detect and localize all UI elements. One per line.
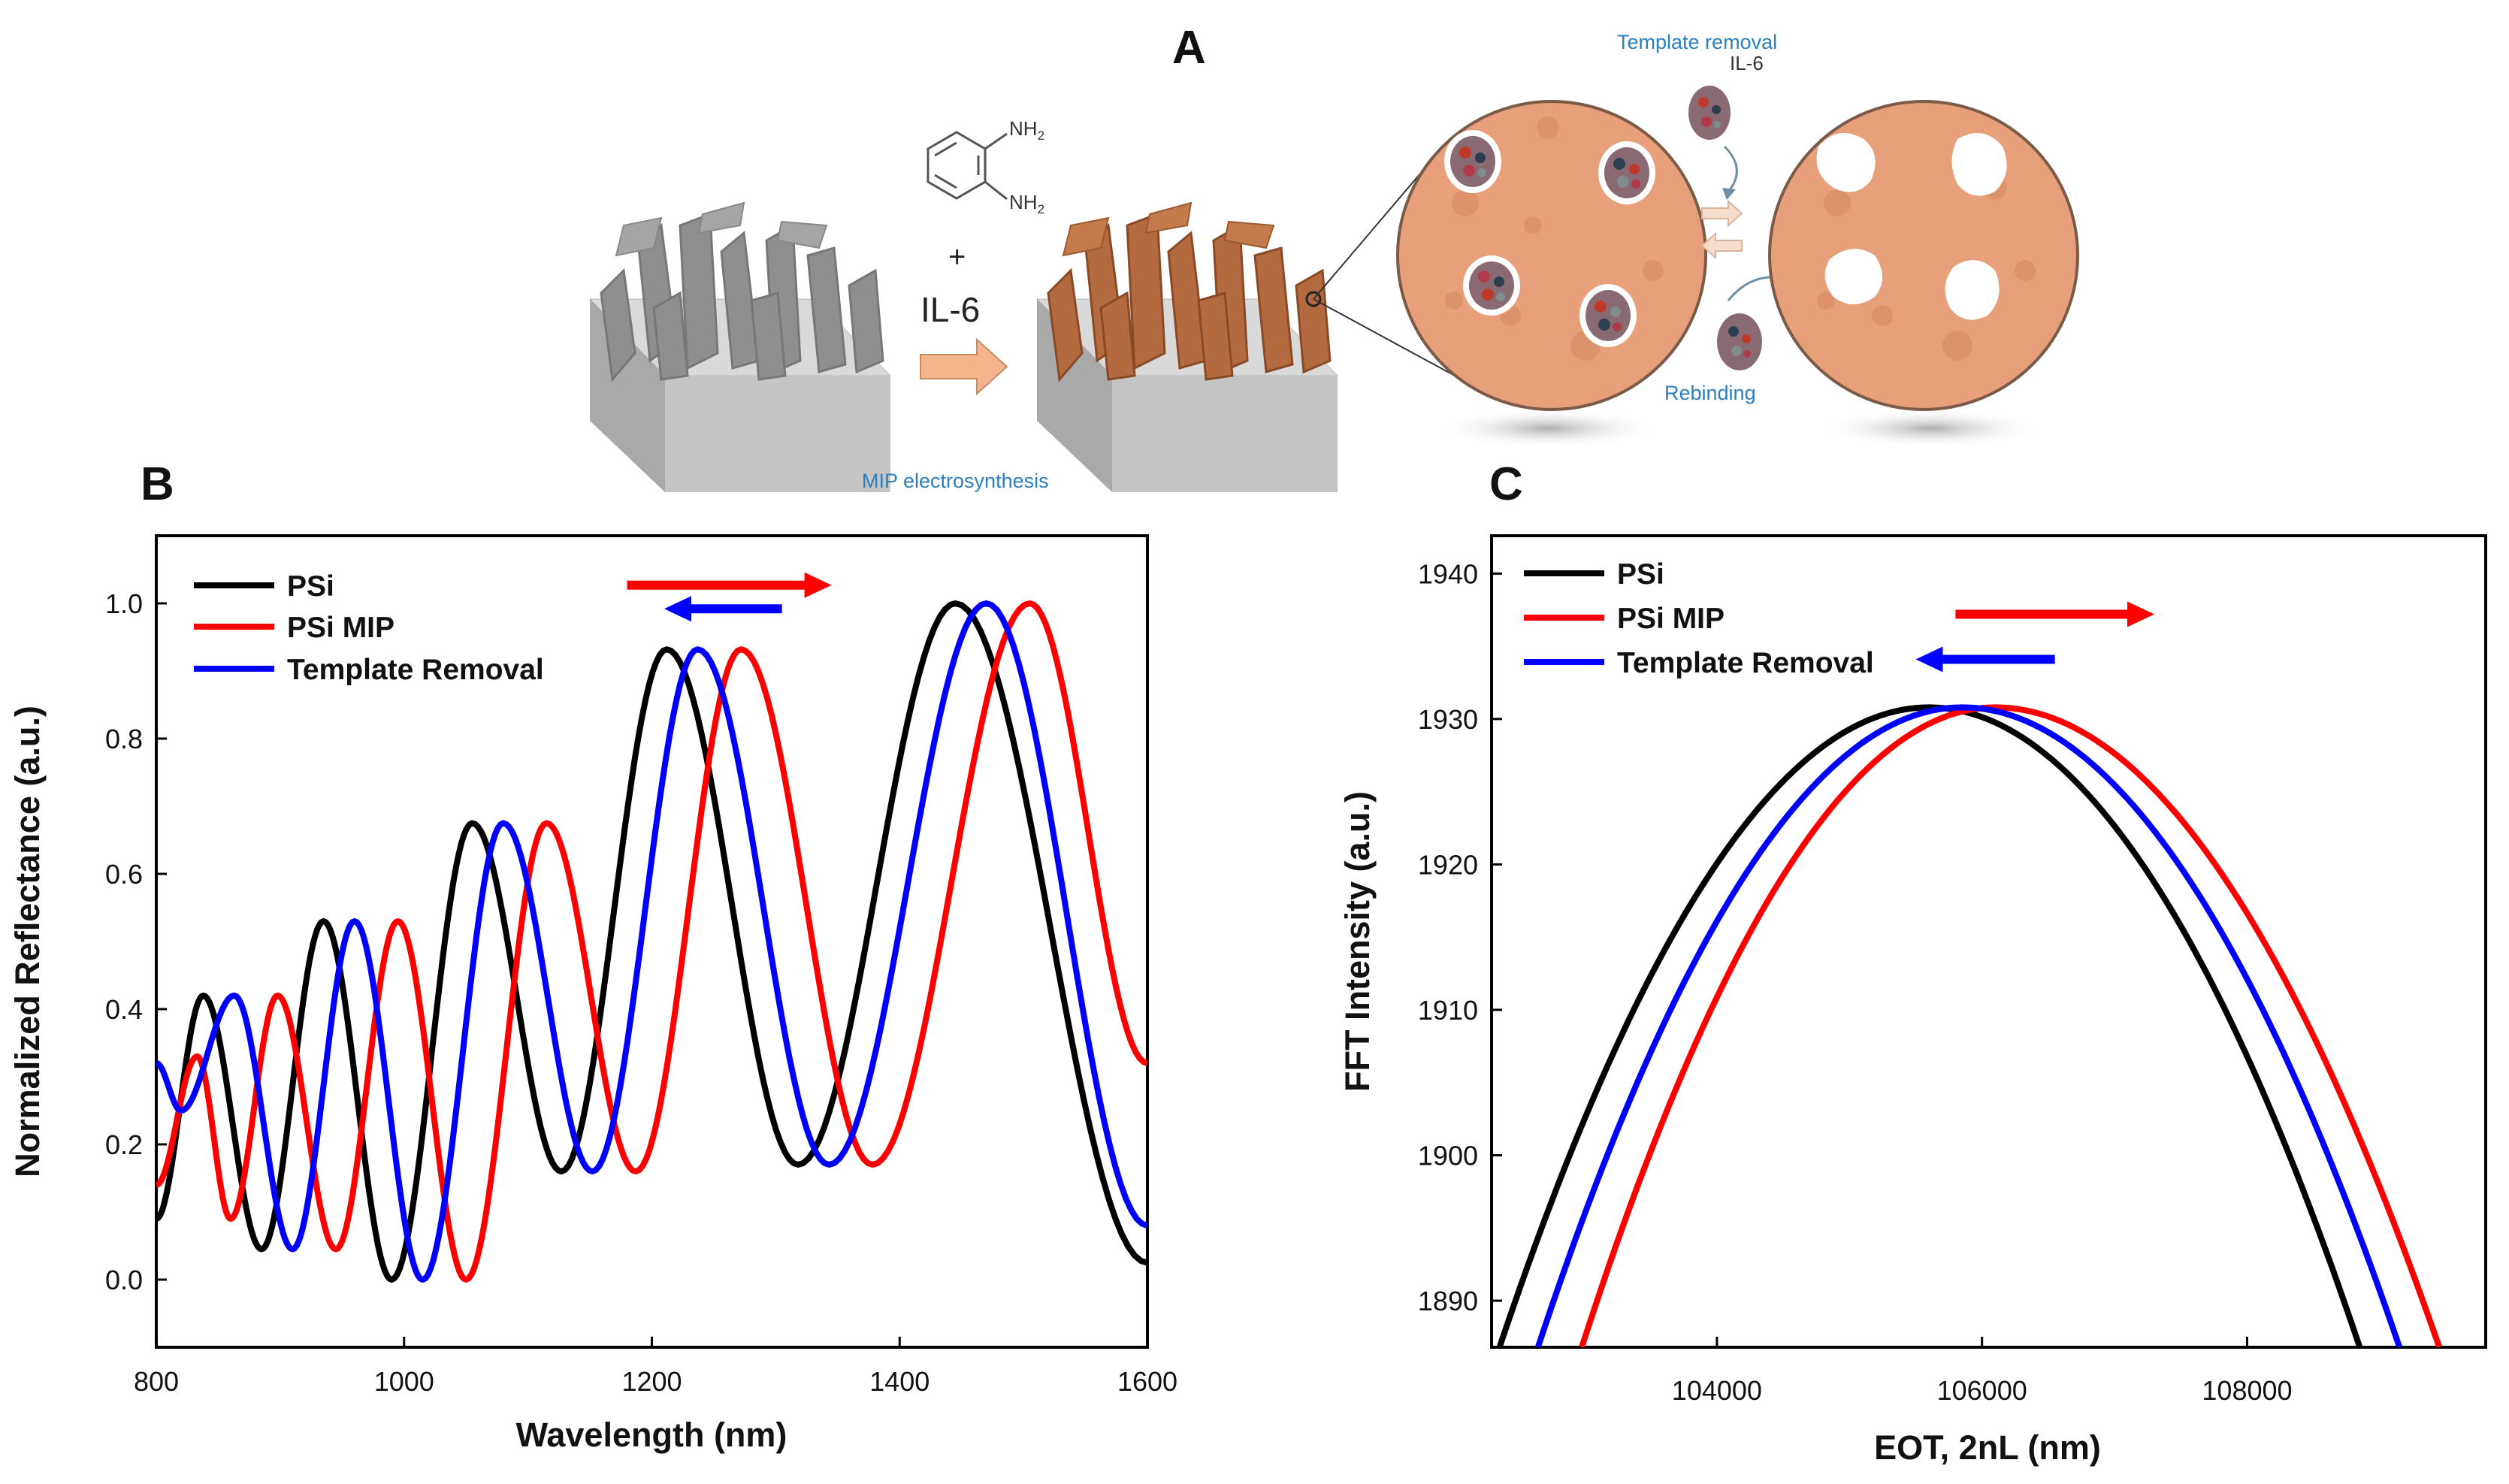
rebinding-label: Rebinding (1664, 382, 1756, 404)
series-c-0-line (1496, 704, 2363, 1347)
plot-b-xtick-label: 1000 (374, 1366, 434, 1397)
plot-b-xtick-label: 800 (134, 1366, 179, 1397)
plot-b-legend: PSi PSi MIP Template Removal (194, 570, 544, 686)
plot-c-ytick-label: 1940 (1418, 558, 1478, 589)
plot-c-xlabel: EOT, 2nL (nm) (1874, 1428, 2101, 1467)
plot-b-series (156, 600, 1147, 1283)
panel-a-letter: A (1172, 22, 1206, 74)
series-b-1-line (156, 600, 1147, 1283)
series-b-2-line (156, 600, 1147, 1283)
panel-c-chart: C 104000 106000 108000 1890 1900 1910 1920 1930… (1338, 458, 2487, 1467)
shadow-right (1818, 409, 2044, 448)
plot-b-shift-arrows (627, 572, 832, 622)
legend-b-psi-label: PSi (287, 570, 334, 603)
amine-top-label: NH2 (1009, 117, 1044, 143)
amine-bottom-label: NH2 (1009, 191, 1044, 216)
series-c-1-line (1579, 704, 2443, 1347)
plot-b-ytick-label: 0.4 (105, 994, 143, 1025)
plot-c-ylabel: FFT Intensity (a.u.) (1338, 791, 1377, 1092)
plot-b-ytick-label: 0.0 (105, 1265, 143, 1295)
zoom-marker (1305, 291, 1322, 307)
plot-c-ticks: 104000 106000 108000 1890 1900 1910 1920 1930 19… (1418, 558, 2293, 1406)
il6-small-label: IL-6 (1730, 52, 1764, 74)
empty-cavities (1816, 133, 2007, 320)
plot-c-frame (1490, 534, 2487, 1349)
legend-b-template-label: Template Removal (287, 654, 544, 686)
panel-a-schematic: A (588, 22, 2079, 492)
plot-c-xtick-label: 106000 (1937, 1375, 2027, 1406)
plot-b-ytick-label: 1.0 (105, 588, 143, 619)
plot-c-ytick-label: 1910 (1418, 995, 1478, 1026)
porous-silicon-block (588, 201, 892, 492)
plot-b-ticks: 800 1000 1200 1400 1600 0.0 0.2 0.4 0.6 0.8 1.0 (105, 588, 1177, 1397)
plus-sign: + (948, 240, 966, 274)
plot-c-legend: PSi PSi MIP Template Removal (1524, 558, 1874, 679)
series-c-2-line (1534, 704, 2403, 1347)
plot-c-ytick-label: 1930 (1418, 704, 1478, 735)
plot-c-ytick-label: 1900 (1418, 1141, 1478, 1171)
template-removal-label: Template removal (1617, 31, 1777, 53)
plot-b-xlabel: Wavelength (nm) (516, 1416, 787, 1454)
process-arrow (920, 337, 1008, 396)
plot-c-ytick-label: 1890 (1418, 1286, 1478, 1316)
plot-b-xtick-label: 1600 (1117, 1366, 1177, 1397)
legend-c-mip-label: PSi MIP (1617, 603, 1725, 635)
legend-c-template-label: Template Removal (1617, 647, 1874, 679)
panel-b-letter: B (141, 458, 174, 510)
rebinding-il6-molecule (1717, 313, 1762, 370)
arrow-c-0-head (2127, 601, 2154, 627)
legend-b-mip-label: PSi MIP (287, 612, 394, 644)
plot-b-ytick-label: 0.6 (105, 859, 143, 890)
plot-c-shift-arrows (1915, 601, 2154, 672)
shadow-left (1435, 409, 1661, 448)
plot-b-xtick-label: 1200 (621, 1366, 682, 1397)
monomer-structure (927, 131, 1008, 201)
plot-b-ytick-label: 0.8 (105, 724, 143, 754)
zoom-circle-bound (1396, 100, 1707, 411)
mip-coated-block (1035, 201, 1339, 492)
arrow-c-1-head (1915, 646, 1943, 672)
panel-b-chart: B 800 1000 1200 1400 16000.00.20.40.60.81.0 … (8, 458, 1177, 1454)
zoom-circle-cavities (1768, 100, 2079, 411)
plot-b-xtick-label: 1400 (869, 1366, 930, 1397)
plot-c-series (1496, 704, 2443, 1347)
panel-c-letter: C (1489, 458, 1523, 510)
plot-b-ytick-label: 0.2 (105, 1129, 143, 1160)
released-il6-molecule (1688, 86, 1731, 140)
plot-c-ytick-label: 1920 (1418, 849, 1478, 880)
plot-c-xtick-label: 104000 (1672, 1375, 1762, 1406)
analyte-label: IL-6 (920, 290, 980, 329)
mip-electrosynthesis-label: MIP electrosynthesis (862, 470, 1049, 492)
plot-c-xtick-label: 108000 (2202, 1375, 2292, 1406)
arrow-b-1-head (664, 596, 691, 622)
arrow-b-0-head (804, 572, 832, 598)
plot-b-ylabel: Normalized Reflectance (a.u.) (8, 706, 47, 1177)
bound-il6-proteins (1444, 130, 1655, 347)
legend-c-psi-label: PSi (1617, 558, 1664, 591)
